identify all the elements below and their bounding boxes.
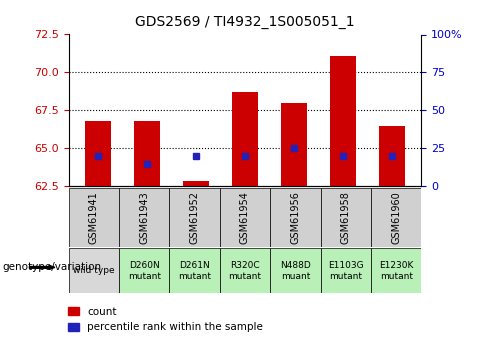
Legend: count, percentile rank within the sample: count, percentile rank within the sample — [64, 303, 267, 336]
Text: GSM61958: GSM61958 — [341, 191, 351, 244]
Bar — [232, 92, 259, 186]
Bar — [133, 121, 160, 186]
Text: GSM61954: GSM61954 — [240, 191, 250, 244]
Bar — [270, 248, 320, 293]
Text: D261N
mutant: D261N mutant — [178, 261, 211, 280]
Text: E1230K
mutant: E1230K mutant — [379, 261, 414, 280]
Bar — [220, 248, 270, 293]
Bar — [182, 181, 210, 186]
Text: GSM61941: GSM61941 — [89, 191, 99, 244]
Text: GSM61943: GSM61943 — [139, 191, 149, 244]
Text: D260N
mutant: D260N mutant — [128, 261, 161, 280]
Text: wild type: wild type — [73, 266, 115, 275]
Bar — [170, 248, 220, 293]
Text: GSM61956: GSM61956 — [291, 191, 300, 244]
Text: GSM61952: GSM61952 — [190, 191, 199, 244]
Bar — [280, 103, 308, 186]
Bar — [329, 56, 356, 186]
Bar — [378, 126, 405, 186]
Bar — [84, 121, 111, 186]
Bar — [170, 188, 220, 247]
Title: GDS2569 / TI4932_1S005051_1: GDS2569 / TI4932_1S005051_1 — [135, 15, 355, 29]
Bar — [320, 248, 371, 293]
Bar — [69, 188, 119, 247]
Text: GSM61960: GSM61960 — [391, 191, 401, 244]
Bar — [270, 188, 320, 247]
Text: N488D
muant: N488D muant — [280, 261, 311, 280]
Bar — [69, 248, 119, 293]
Text: E1103G
mutant: E1103G mutant — [328, 261, 364, 280]
Bar — [320, 188, 371, 247]
Text: genotype/variation: genotype/variation — [2, 263, 101, 272]
Bar — [371, 248, 421, 293]
Bar — [119, 248, 170, 293]
Bar — [371, 188, 421, 247]
Bar — [220, 188, 270, 247]
Bar — [119, 188, 170, 247]
Text: R320C
mutant: R320C mutant — [228, 261, 262, 280]
